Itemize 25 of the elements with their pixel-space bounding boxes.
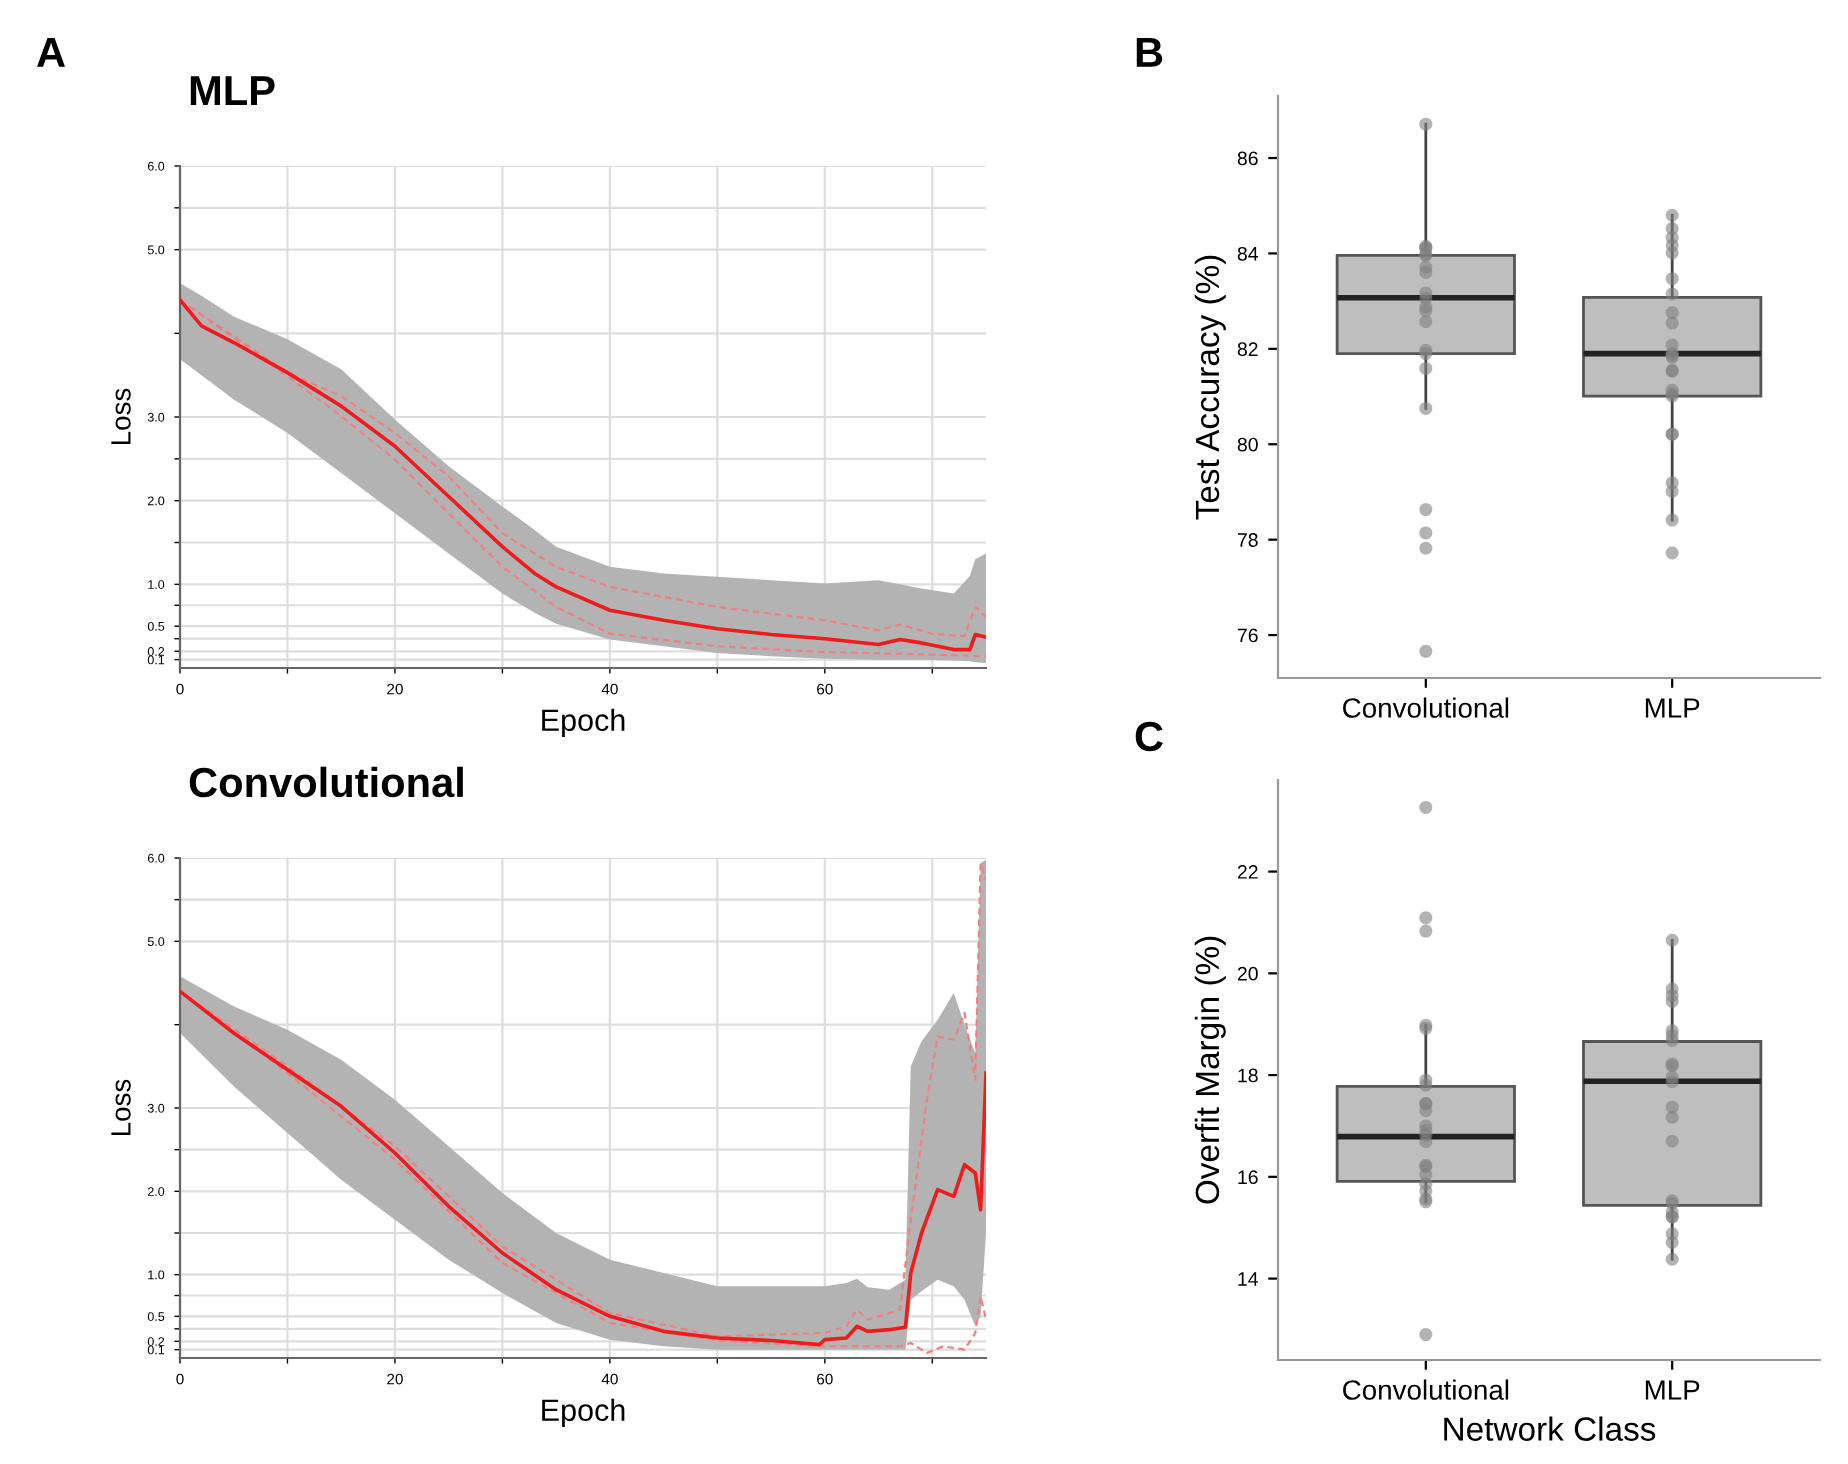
y-axis-title: Loss <box>111 388 131 445</box>
y-tick-label: 14 <box>1238 1272 1258 1286</box>
y-tick-label: 20 <box>1237 966 1258 981</box>
y-tick-label: 86 <box>1237 151 1258 166</box>
text: C <box>1135 721 1163 752</box>
y-tick-label: 76 <box>1237 628 1258 643</box>
y-tick-label: 80 <box>1237 437 1258 452</box>
y-tick-label: 78 <box>1237 533 1258 547</box>
x-axis-title: Epoch <box>542 708 625 738</box>
text: A <box>37 38 65 67</box>
y-tick-label: 22 <box>1237 865 1258 879</box>
x-tick-label: MLP <box>1645 1380 1700 1400</box>
x-axis-title: Network Class <box>1444 1416 1656 1441</box>
y-axis-title: Overfit Margin (%) <box>1194 936 1226 1204</box>
chart-title: Convolutional <box>189 766 463 798</box>
y-tick-label: 18 <box>1238 1068 1258 1083</box>
text: B <box>1136 38 1163 67</box>
y-tick-label: 82 <box>1237 342 1258 357</box>
chart-title: MLP <box>190 76 275 105</box>
y-tick-label: 16 <box>1238 1170 1258 1185</box>
y-tick-label: 84 <box>1237 246 1258 261</box>
x-tick-label: Convolutional <box>1343 1379 1509 1400</box>
x-axis-title: Epoch <box>542 1398 625 1428</box>
y-axis-title: Test Accuracy (%) <box>1194 255 1226 520</box>
y-axis-title: Loss <box>111 1079 131 1136</box>
